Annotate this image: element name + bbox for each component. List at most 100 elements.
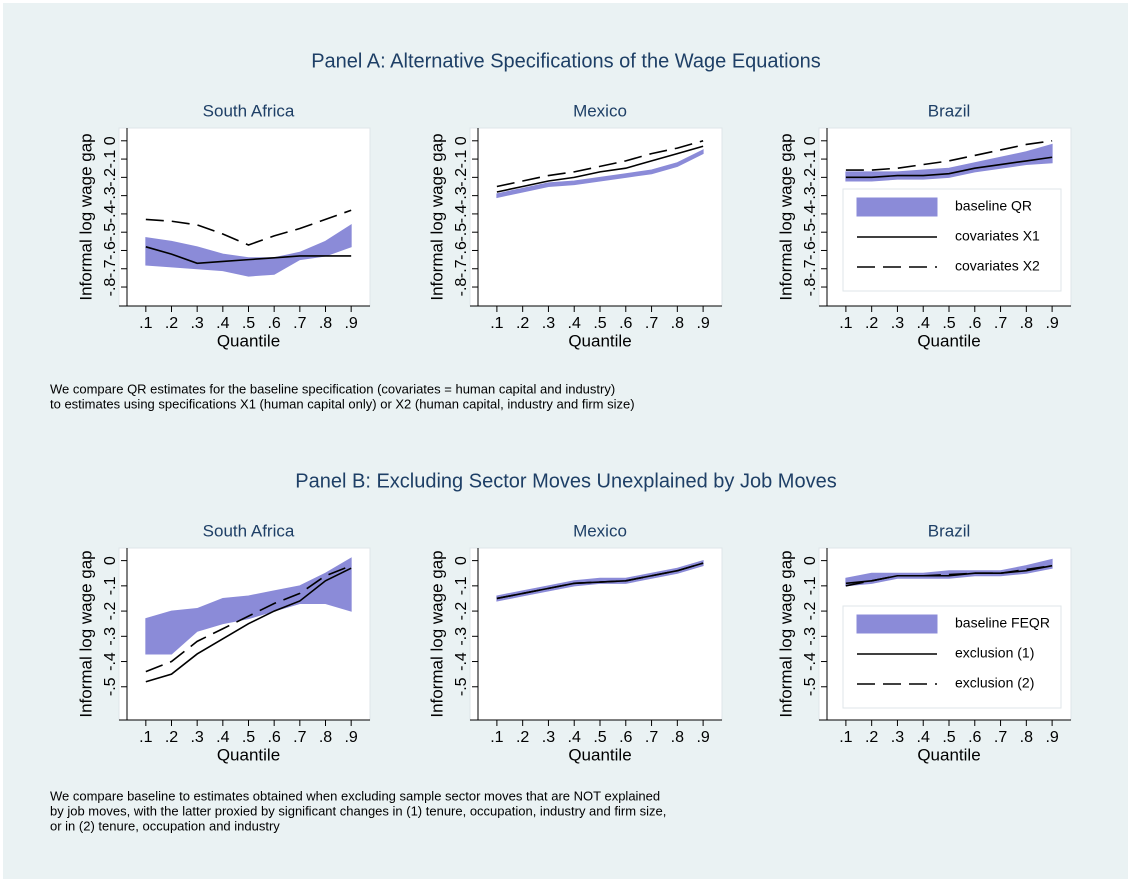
y-tick-label: -.2 [102, 168, 119, 187]
plot-area [118, 127, 371, 307]
x-tick-label: .4 [216, 729, 229, 746]
series-line [845, 156, 1053, 179]
y-tick-label: -.5 [102, 677, 119, 696]
x-tick-label: .7 [994, 315, 1007, 332]
x-tick-label: .8 [671, 729, 684, 746]
x-tick-label: .2 [516, 315, 529, 332]
x-tick-label: .1 [839, 729, 852, 746]
y-tick-label: -.7 [453, 259, 470, 278]
series-line [145, 564, 352, 673]
y-tick-label: -.6 [802, 241, 819, 260]
y-tick-label: -.8 [802, 278, 819, 297]
series-line [845, 564, 1053, 587]
note-line: to estimates using specifications X1 (hu… [50, 396, 635, 411]
note-line: We compare baseline to estimates obtaine… [50, 788, 660, 803]
x-tick-label: .9 [1045, 729, 1058, 746]
legend-label: covariates X2 [955, 258, 1040, 274]
panel-title: Panel A: Alternative Specifications of t… [311, 50, 821, 72]
x-tick-label: .1 [139, 729, 152, 746]
y-tick-label: -.4 [102, 204, 119, 223]
y-tick-label: -.4 [802, 652, 819, 671]
x-tick-label: .5 [942, 315, 955, 332]
y-tick-label: 0 [102, 556, 119, 565]
y-tick-label: -.2 [802, 602, 819, 621]
x-axis-label: Quantile [217, 745, 280, 764]
note-line: or in (2) tenure, occupation and industr… [50, 818, 280, 833]
y-tick-label: 0 [802, 136, 819, 145]
x-tick-label: .1 [490, 729, 503, 746]
x-tick-label: .6 [968, 729, 981, 746]
x-tick-label: .7 [293, 315, 306, 332]
y-tick-label: -.4 [802, 204, 819, 223]
y-tick-label: -.2 [453, 168, 470, 187]
chart-title: Brazil [928, 521, 971, 540]
y-tick-label: 0 [453, 136, 470, 145]
legend-label: baseline QR [955, 198, 1032, 214]
x-tick-label: .6 [619, 729, 632, 746]
y-tick-label: -.7 [102, 259, 119, 278]
confidence-band [845, 558, 1053, 587]
y-tick-label: -.3 [453, 186, 470, 205]
series-line [496, 562, 704, 600]
series-line [145, 209, 352, 246]
series-line [845, 140, 1053, 171]
y-tick-label: -.1 [453, 150, 470, 169]
x-tick-label: .3 [542, 315, 555, 332]
x-tick-label: .3 [891, 315, 904, 332]
y-tick-label: -.5 [453, 677, 470, 696]
series-line [145, 567, 352, 683]
x-tick-label: .5 [242, 729, 255, 746]
confidence-band [845, 143, 1053, 182]
chart-title: Mexico [573, 521, 627, 540]
x-tick-label: .8 [319, 729, 332, 746]
x-tick-label: .3 [190, 729, 203, 746]
y-tick-label: -.5 [102, 223, 119, 242]
y-axis-label: Informal log wage gap [776, 550, 795, 717]
y-tick-label: -.1 [453, 576, 470, 595]
x-tick-label: .9 [696, 315, 709, 332]
y-tick-label: -.1 [102, 150, 119, 169]
x-tick-label: .8 [1020, 729, 1033, 746]
y-tick-label: -.6 [453, 241, 470, 260]
y-tick-label: -.5 [802, 223, 819, 242]
y-tick-label: -.1 [802, 576, 819, 595]
y-axis-label: Informal log wage gap [776, 133, 795, 300]
y-tick-label: -.3 [102, 627, 119, 646]
x-tick-label: .9 [344, 315, 357, 332]
legend-swatch [856, 197, 938, 217]
y-tick-label: -.3 [102, 186, 119, 205]
x-axis-label: Quantile [217, 331, 280, 350]
y-tick-label: -.1 [102, 576, 119, 595]
legend-swatch [856, 614, 938, 634]
x-tick-label: .9 [696, 729, 709, 746]
y-axis-label: Informal log wage gap [427, 133, 446, 300]
x-tick-label: .6 [968, 315, 981, 332]
x-tick-label: .6 [267, 315, 280, 332]
x-tick-label: .5 [942, 729, 955, 746]
x-tick-label: .2 [165, 315, 178, 332]
plot-area [469, 547, 723, 721]
y-axis-label: Informal log wage gap [427, 550, 446, 717]
x-axis-label: Quantile [568, 745, 631, 764]
x-tick-label: .2 [516, 729, 529, 746]
chart-title: Mexico [573, 101, 627, 120]
x-tick-label: .4 [568, 315, 581, 332]
y-tick-label: -.5 [802, 677, 819, 696]
y-tick-label: -.2 [102, 602, 119, 621]
legend-label: covariates X1 [955, 228, 1040, 244]
x-tick-label: .8 [671, 315, 684, 332]
series-line [496, 145, 704, 193]
x-tick-label: .6 [267, 729, 280, 746]
series-line [145, 246, 352, 265]
chart-title: South Africa [203, 101, 295, 120]
legend-label: exclusion (1) [955, 645, 1034, 661]
x-tick-label: .7 [293, 729, 306, 746]
y-tick-label: -.3 [453, 627, 470, 646]
y-tick-label: -.6 [102, 241, 119, 260]
x-tick-label: .2 [165, 729, 178, 746]
panel-title: Panel B: Excluding Sector Moves Unexplai… [295, 470, 836, 492]
x-tick-label: .3 [891, 729, 904, 746]
x-tick-label: .9 [344, 729, 357, 746]
